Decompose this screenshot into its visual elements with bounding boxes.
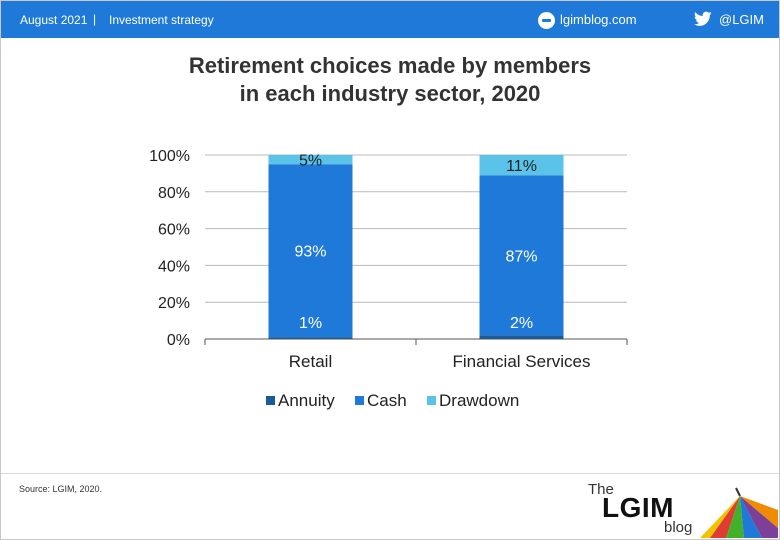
y-tick-label: 100%: [149, 148, 190, 165]
footer-divider: [1, 473, 779, 474]
logo-blog: blog: [664, 519, 693, 536]
bar-drawdown: [268, 155, 353, 165]
lgim-blog-logo: The LGIM blog: [588, 478, 778, 538]
x-category-label: Financial Services: [453, 352, 591, 371]
bar-drawdown: [479, 155, 564, 176]
source-note: Source: LGIM, 2020.: [19, 484, 103, 494]
legend-swatch-cash: [355, 396, 364, 405]
legend-swatch-drawdown: [427, 396, 436, 405]
header-bar: August 2021 | Investment strategy lgimbl…: [1, 1, 779, 38]
y-tick-label: 0%: [167, 332, 190, 349]
bar-annuity: [479, 335, 564, 339]
header-date: August 2021: [20, 13, 88, 27]
data-label: 93%: [294, 244, 326, 261]
legend-label: Drawdown: [439, 391, 519, 410]
website-link[interactable]: lgimblog.com: [560, 12, 637, 27]
website-icon: [538, 12, 555, 29]
bar-annuity: [268, 337, 353, 339]
data-label: 2%: [510, 315, 533, 332]
twitter-icon[interactable]: [694, 11, 712, 27]
y-tick-label: 20%: [158, 295, 190, 312]
header-separator: |: [93, 12, 97, 26]
data-label: 87%: [505, 248, 537, 265]
legend-swatch-annuity: [266, 396, 275, 405]
chart-title: Retirement choices made by members in ea…: [0, 52, 780, 108]
legend-label: Annuity: [278, 391, 335, 410]
umbrella-icon: [700, 487, 778, 538]
twitter-handle[interactable]: @LGIM: [719, 12, 764, 27]
bar-cash: [268, 164, 353, 338]
logo-the: The: [588, 481, 614, 498]
y-tick-label: 60%: [158, 222, 190, 239]
bar-cash: [479, 175, 564, 336]
chart-title-line-1: Retirement choices made by members: [188, 53, 592, 78]
logo-lgim: LGIM: [602, 492, 674, 523]
data-label: 11%: [506, 158, 537, 175]
x-category-label: Retail: [289, 352, 332, 371]
y-tick-label: 80%: [158, 185, 190, 202]
header-topic: Investment strategy: [109, 13, 214, 27]
data-label: 1%: [299, 315, 322, 332]
legend-label: Cash: [367, 391, 407, 410]
data-label: 5%: [299, 153, 322, 170]
y-tick-label: 40%: [158, 258, 190, 275]
chart-title-line-2: in each industry sector, 2020: [239, 81, 541, 106]
